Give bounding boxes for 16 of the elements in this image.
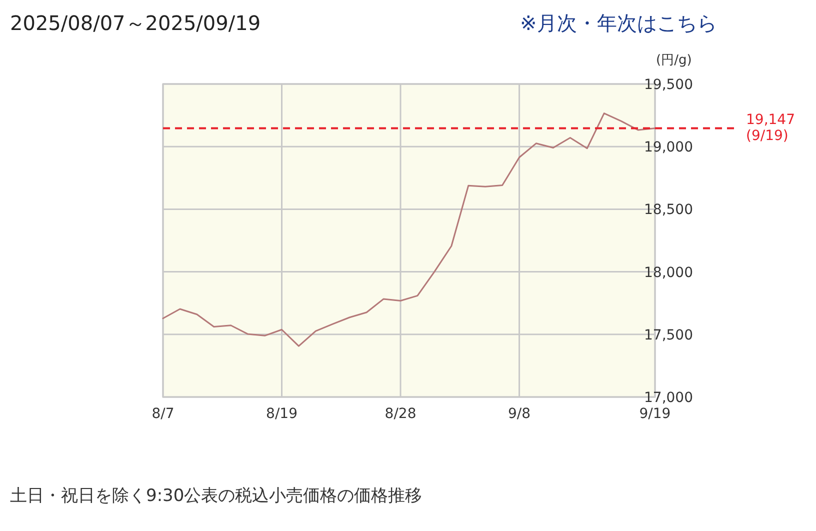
- y-axis-title: (円/g): [656, 53, 692, 68]
- x-tick-label: 9/8: [508, 406, 531, 422]
- chart-title: 2025/08/07～2025/09/19: [10, 11, 261, 35]
- x-tick-label: 8/28: [384, 406, 416, 422]
- x-tick-label: 9/19: [639, 406, 671, 422]
- y-tick-label: 19,500: [644, 77, 693, 93]
- y-tick-label: 19,000: [644, 140, 693, 156]
- y-tick-label: 18,000: [644, 264, 693, 281]
- y-tick-label: 18,500: [644, 202, 693, 218]
- text: 土日・祝日を除く9:30公表の税込小売価格の価格推移: [10, 486, 422, 506]
- x-tick-label: 8/7: [152, 406, 174, 422]
- y-tick-label: 17,000: [644, 390, 693, 406]
- ref-line-label: 19,147 (9/19): [746, 112, 795, 144]
- y-tick-label: 17,500: [644, 327, 693, 344]
- text: ※月次・年次はこちら: [520, 11, 717, 35]
- x-tick-label: 8/19: [266, 406, 298, 422]
